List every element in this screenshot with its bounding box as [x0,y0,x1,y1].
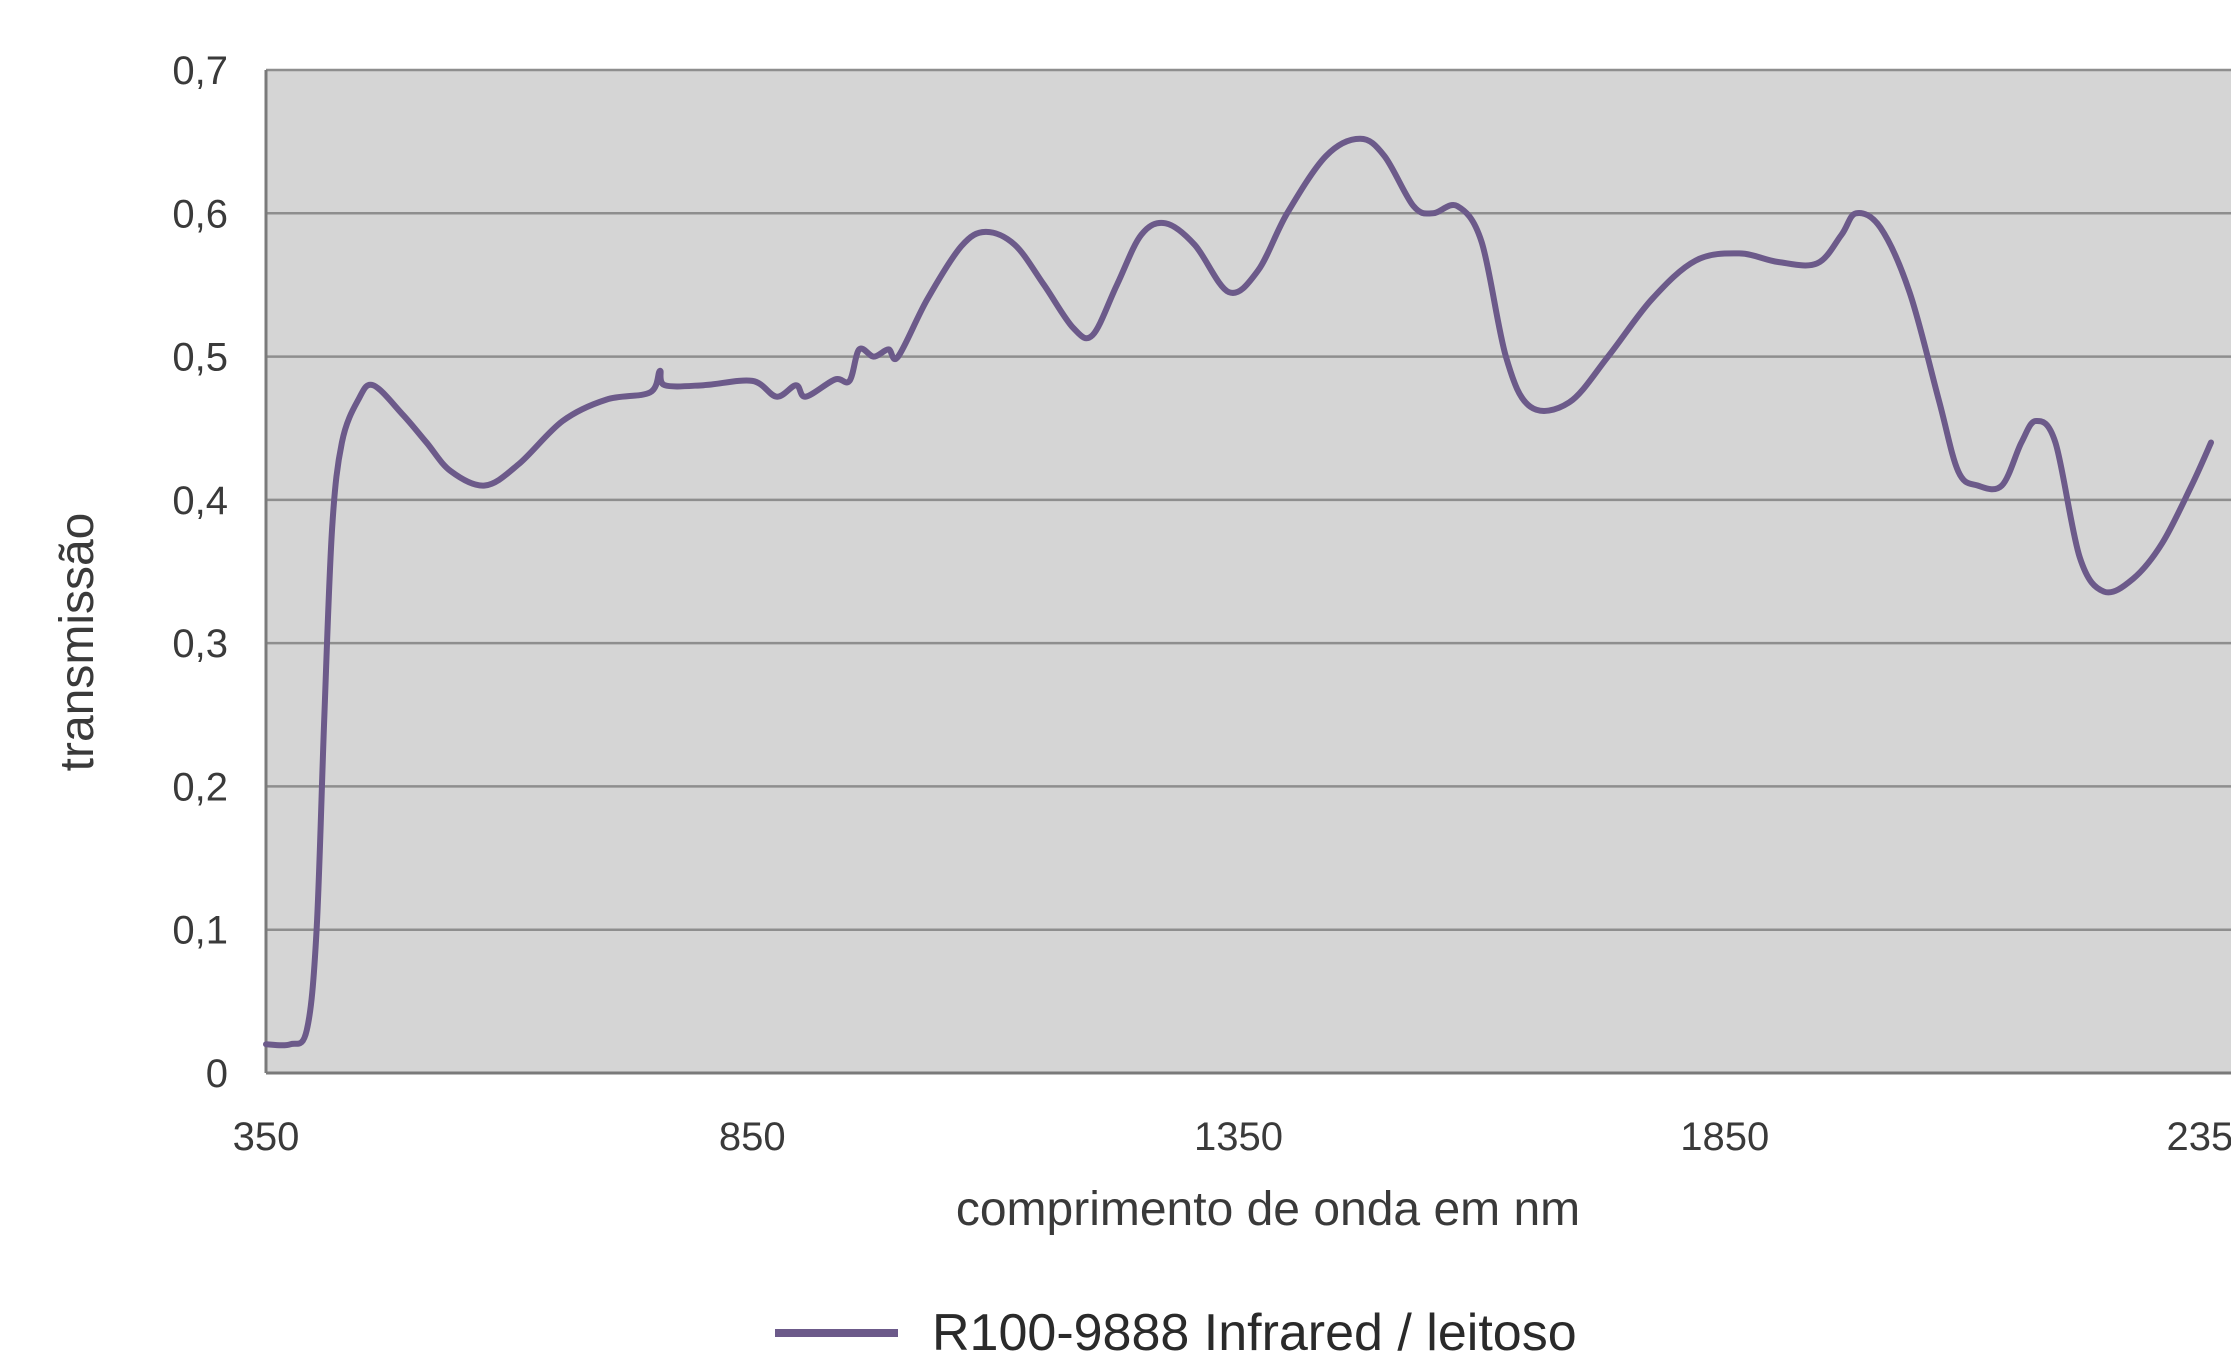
legend: R100-9888 Infrared / leitoso [775,1304,1577,1357]
y-tick-label: 0 [206,1052,228,1096]
y-tick-label: 0,2 [172,765,228,809]
y-axis-title: transmissão [51,513,104,772]
y-tick-label: 0,3 [172,622,228,666]
x-tick-label: 1350 [1194,1115,1283,1159]
series-line [263,135,2214,1049]
legend-entry: R100-9888 Infrared / leitoso [932,1304,1577,1357]
y-tick-label: 0,7 [172,49,228,93]
x-axis-title: comprimento de onda em nm [956,1183,1580,1236]
y-tick-label: 0,4 [172,479,228,523]
x-tick-label: 850 [719,1115,786,1159]
plot-area [266,70,2231,1073]
y-tick-labels: 0 0,1 0,2 0,3 0,4 0,5 0,6 0,7 [172,49,228,1096]
x-tick-labels: 350 850 1350 1850 2350 [233,1115,2231,1159]
grid [266,68,2231,931]
x-tick-label: 350 [233,1115,300,1159]
y-tick-label: 0,6 [172,192,228,236]
x-tick-label: 1850 [1680,1115,1769,1159]
x-tick-label: 2350 [2167,1115,2231,1159]
y-tick-label: 0,1 [172,909,228,953]
series-lines [263,135,2214,1049]
y-tick-label: 0,5 [172,336,228,380]
